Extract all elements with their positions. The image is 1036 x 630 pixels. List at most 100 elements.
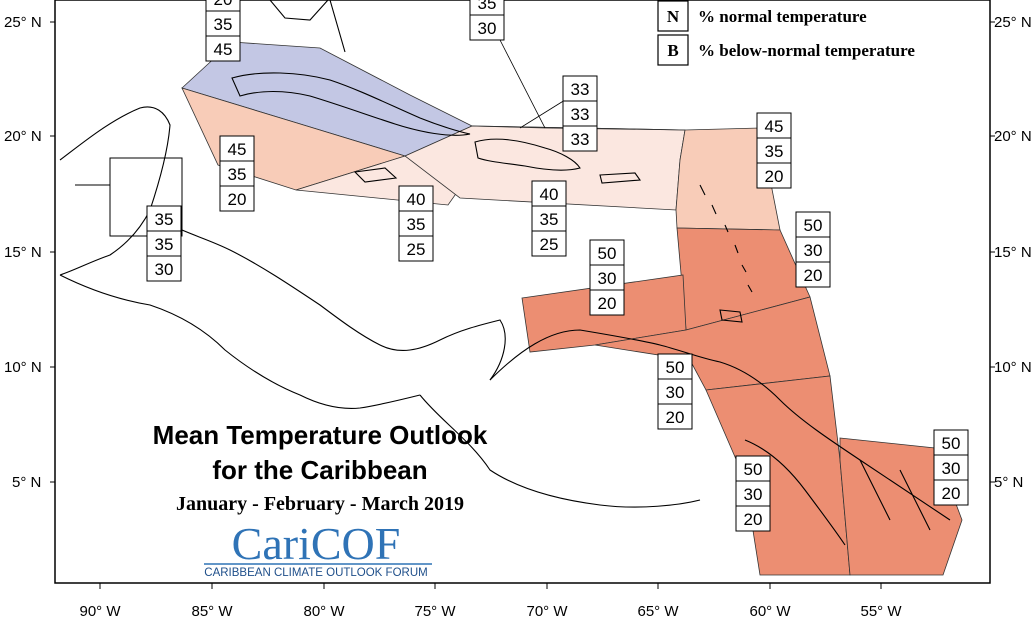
central-america-coast [149, 209, 506, 381]
probability-box: 50 30 20 [589, 239, 625, 316]
probability-value: 35 [228, 165, 247, 184]
probability-value: 30 [744, 485, 763, 504]
probability-cell [735, 455, 771, 482]
lesser-antilles [699, 184, 753, 323]
probability-value: 35 [540, 210, 559, 229]
probability-cell [398, 235, 434, 262]
probability-cell [146, 255, 182, 282]
probability-value: 35 [155, 210, 174, 229]
lat-label: 15° N [994, 244, 1032, 261]
lat-label: 15° N [4, 244, 42, 261]
probability-box: 50 30 20 [933, 429, 969, 506]
probability-cell [795, 261, 831, 288]
probability-cell [735, 505, 771, 532]
probability-value: 30 [155, 260, 174, 279]
title-line-1: Mean Temperature Outlook [153, 420, 488, 450]
lon-label: 80° W [303, 603, 345, 620]
legend-key-normal: N [667, 7, 680, 26]
title-line-2: for the Caribbean [212, 455, 427, 485]
cuba-coast [231, 72, 471, 136]
lat-label: 5° N [12, 474, 41, 491]
lon-label: 90° W [79, 603, 121, 620]
panama-colombia [419, 394, 701, 508]
probability-cell [219, 185, 255, 212]
probability-value: 35 [407, 215, 426, 234]
probability-value: 30 [666, 383, 685, 402]
probability-box: 40 35 25 [398, 185, 434, 262]
probability-cell [205, 35, 241, 62]
probability-cell [469, 14, 505, 41]
probability-value: 45 [228, 140, 247, 159]
probability-box: 50 30 20 [795, 211, 831, 288]
lat-label: 10° N [994, 359, 1032, 376]
probability-cell [756, 137, 792, 164]
probability-value: 35 [214, 15, 233, 34]
probability-cell [933, 479, 969, 506]
probability-value: 35 [765, 142, 784, 161]
lat-label: 25° N [994, 14, 1032, 31]
lat-labels-left: 25° N 20° N 15° N 10° N 5° N [4, 14, 42, 491]
probability-boxes: 2035453530333333453520453520353530403525… [146, 0, 969, 532]
probability-value: 20 [666, 408, 685, 427]
probability-cell [205, 10, 241, 37]
map-title: Mean Temperature Outlook for the Caribbe… [153, 420, 488, 515]
probability-value: 50 [744, 460, 763, 479]
guiana-interior [744, 439, 931, 546]
axis-ticks [50, 21, 995, 589]
lat-label: 25° N [4, 14, 42, 31]
probability-value: 40 [540, 185, 559, 204]
legend-key-box [657, 34, 689, 66]
probability-cell [657, 378, 693, 405]
lat-label: 20° N [994, 128, 1032, 145]
probability-cell [589, 264, 625, 291]
belize-box [75, 157, 183, 237]
leader-33 [519, 99, 566, 129]
probability-box: 50 30 20 [657, 353, 693, 430]
probability-cell [589, 289, 625, 316]
legend-label-normal: % normal temperature [698, 7, 867, 26]
probability-value: 35 [478, 0, 497, 13]
probability-cell [756, 162, 792, 189]
forecast-zones [181, 41, 963, 576]
central-america-pacific [59, 274, 421, 409]
lon-label: 75° W [414, 603, 456, 620]
probability-value: 20 [804, 266, 823, 285]
probability-value: 40 [407, 190, 426, 209]
probability-value: 30 [598, 269, 617, 288]
probability-value: 30 [478, 19, 497, 38]
lon-label: 60° W [749, 603, 791, 620]
probability-box: 50 30 20 [735, 455, 771, 532]
legend-label-below: % below-normal temperature [698, 41, 915, 60]
lon-labels: 90° W 85° W 80° W 75° W 70° W 65° W 60° … [79, 603, 902, 620]
probability-value: 20 [228, 190, 247, 209]
probability-value: 25 [540, 235, 559, 254]
probability-value: 33 [571, 130, 590, 149]
probability-value: 30 [804, 241, 823, 260]
lon-label: 70° W [526, 603, 568, 620]
probability-value: 35 [155, 235, 174, 254]
probability-cell [146, 205, 182, 232]
puerto-rico-coast [599, 172, 642, 184]
probability-value: 45 [214, 40, 233, 59]
leader-bahamas [499, 39, 546, 129]
probability-cell [933, 429, 969, 456]
probability-value: 20 [942, 484, 961, 503]
probability-value: 20 [598, 294, 617, 313]
lat-label: 10° N [4, 359, 42, 376]
logo-wordmark: CariCOF [232, 518, 401, 569]
legend-key-below: B [667, 41, 678, 60]
probability-cell [562, 125, 598, 152]
lat-labels-right: 25° N 20° N 15° N 10° N 5° N [994, 14, 1032, 491]
yucatan-coast [59, 106, 171, 276]
lon-label: 55° W [860, 603, 902, 620]
probability-value: 25 [407, 240, 426, 259]
probability-box: 33 33 33 [562, 75, 598, 152]
logo-tagline: CARIBBEAN CLIMATE OUTLOOK FORUM [204, 567, 427, 579]
probability-box: 40 35 25 [531, 180, 567, 257]
probability-value: 20 [214, 0, 233, 9]
title-period: January - February - March 2019 [176, 493, 464, 515]
probability-cell [398, 210, 434, 237]
probability-cell [531, 205, 567, 232]
probability-cell [795, 211, 831, 238]
